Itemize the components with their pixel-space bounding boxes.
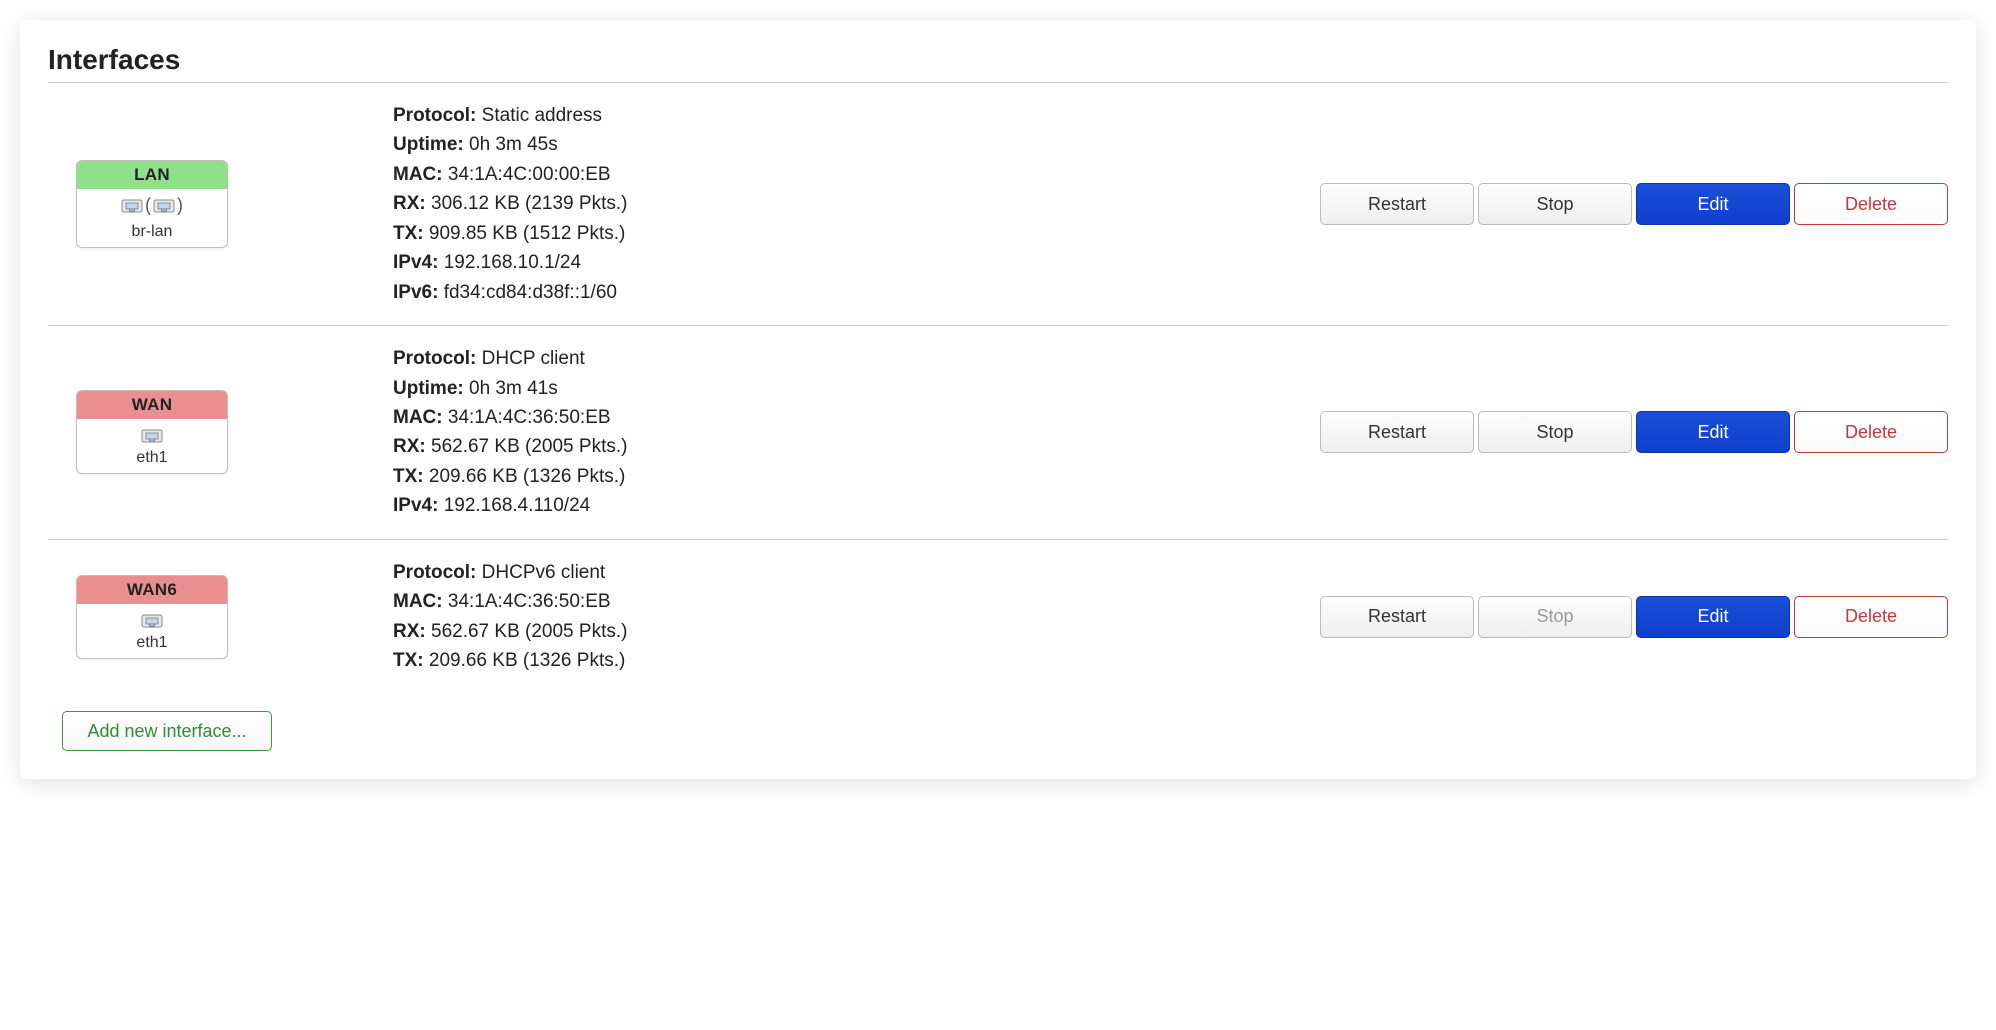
interface-badge-body: eth1 bbox=[77, 604, 227, 658]
interface-row: WAN6 eth1 Protocol: DHCPv6 clientMAC: 34… bbox=[48, 540, 1948, 694]
restart-button[interactable]: Restart bbox=[1320, 596, 1474, 638]
interface-row: WAN eth1 Protocol: DHCP clientUptime: 0h… bbox=[48, 326, 1948, 540]
interface-badge-column: WAN6 eth1 bbox=[48, 575, 393, 659]
delete-button[interactable]: Delete bbox=[1794, 183, 1948, 225]
info-tx: TX: 209.66 KB (1326 Pkts.) bbox=[393, 646, 1308, 675]
ethernet-port-icon bbox=[141, 425, 163, 446]
info-tx: TX: 209.66 KB (1326 Pkts.) bbox=[393, 462, 1308, 491]
interface-badge-column: WAN eth1 bbox=[48, 390, 393, 474]
info-mac: MAC: 34:1A:4C:36:50:EB bbox=[393, 403, 1308, 432]
add-interface-button[interactable]: Add new interface... bbox=[62, 711, 272, 751]
stop-button[interactable]: Stop bbox=[1478, 183, 1632, 225]
interface-badge[interactable]: WAN eth1 bbox=[76, 390, 228, 474]
stop-button[interactable]: Stop bbox=[1478, 596, 1632, 638]
restart-button[interactable]: Restart bbox=[1320, 183, 1474, 225]
delete-button[interactable]: Delete bbox=[1794, 411, 1948, 453]
page-title: Interfaces bbox=[48, 44, 1948, 76]
interface-device-name: br-lan bbox=[77, 223, 227, 241]
interface-badge[interactable]: LAN ( ) br-lan bbox=[76, 160, 228, 248]
info-ipv4: IPv4: 192.168.4.110/24 bbox=[393, 491, 1308, 520]
interface-actions: Restart Stop Edit Delete bbox=[1308, 596, 1948, 638]
interface-badge-column: LAN ( ) br-lan bbox=[48, 160, 393, 248]
interface-info: Protocol: Static addressUptime: 0h 3m 45… bbox=[393, 101, 1308, 307]
info-rx: RX: 562.67 KB (2005 Pkts.) bbox=[393, 432, 1308, 461]
footer-actions: Add new interface... bbox=[48, 711, 1948, 751]
edit-button[interactable]: Edit bbox=[1636, 596, 1790, 638]
info-uptime: Uptime: 0h 3m 41s bbox=[393, 374, 1308, 403]
interface-device-name: eth1 bbox=[77, 634, 227, 652]
ethernet-port-icon bbox=[141, 610, 163, 631]
edit-button[interactable]: Edit bbox=[1636, 183, 1790, 225]
interface-actions: Restart Stop Edit Delete bbox=[1308, 411, 1948, 453]
delete-button[interactable]: Delete bbox=[1794, 596, 1948, 638]
interface-badge-body: ( ) br-lan bbox=[77, 189, 227, 247]
info-rx: RX: 562.67 KB (2005 Pkts.) bbox=[393, 617, 1308, 646]
info-mac: MAC: 34:1A:4C:00:00:EB bbox=[393, 160, 1308, 189]
interface-info: Protocol: DHCPv6 clientMAC: 34:1A:4C:36:… bbox=[393, 558, 1308, 676]
interface-zone-label: LAN bbox=[77, 161, 227, 189]
info-mac: MAC: 34:1A:4C:36:50:EB bbox=[393, 587, 1308, 616]
interface-zone-label: WAN6 bbox=[77, 576, 227, 604]
info-tx: TX: 909.85 KB (1512 Pkts.) bbox=[393, 219, 1308, 248]
interface-badge-body: eth1 bbox=[77, 419, 227, 473]
info-uptime: Uptime: 0h 3m 45s bbox=[393, 130, 1308, 159]
interface-info: Protocol: DHCP clientUptime: 0h 3m 41sMA… bbox=[393, 344, 1308, 521]
bridge-icon: ( ) bbox=[121, 195, 183, 216]
stop-button[interactable]: Stop bbox=[1478, 411, 1632, 453]
info-ipv4: IPv4: 192.168.10.1/24 bbox=[393, 248, 1308, 277]
restart-button[interactable]: Restart bbox=[1320, 411, 1474, 453]
interface-actions: Restart Stop Edit Delete bbox=[1308, 183, 1948, 225]
interfaces-panel: Interfaces LAN ( ) br-lan Protocol: Stat… bbox=[20, 20, 1976, 779]
interface-badge[interactable]: WAN6 eth1 bbox=[76, 575, 228, 659]
info-protocol: Protocol: Static address bbox=[393, 101, 1308, 130]
info-protocol: Protocol: DHCP client bbox=[393, 344, 1308, 373]
interface-row: LAN ( ) br-lan Protocol: Static addressU… bbox=[48, 83, 1948, 326]
info-ipv6: IPv6: fd34:cd84:d38f::1/60 bbox=[393, 278, 1308, 307]
interface-zone-label: WAN bbox=[77, 391, 227, 419]
info-rx: RX: 306.12 KB (2139 Pkts.) bbox=[393, 189, 1308, 218]
info-protocol: Protocol: DHCPv6 client bbox=[393, 558, 1308, 587]
edit-button[interactable]: Edit bbox=[1636, 411, 1790, 453]
interface-device-name: eth1 bbox=[77, 449, 227, 467]
